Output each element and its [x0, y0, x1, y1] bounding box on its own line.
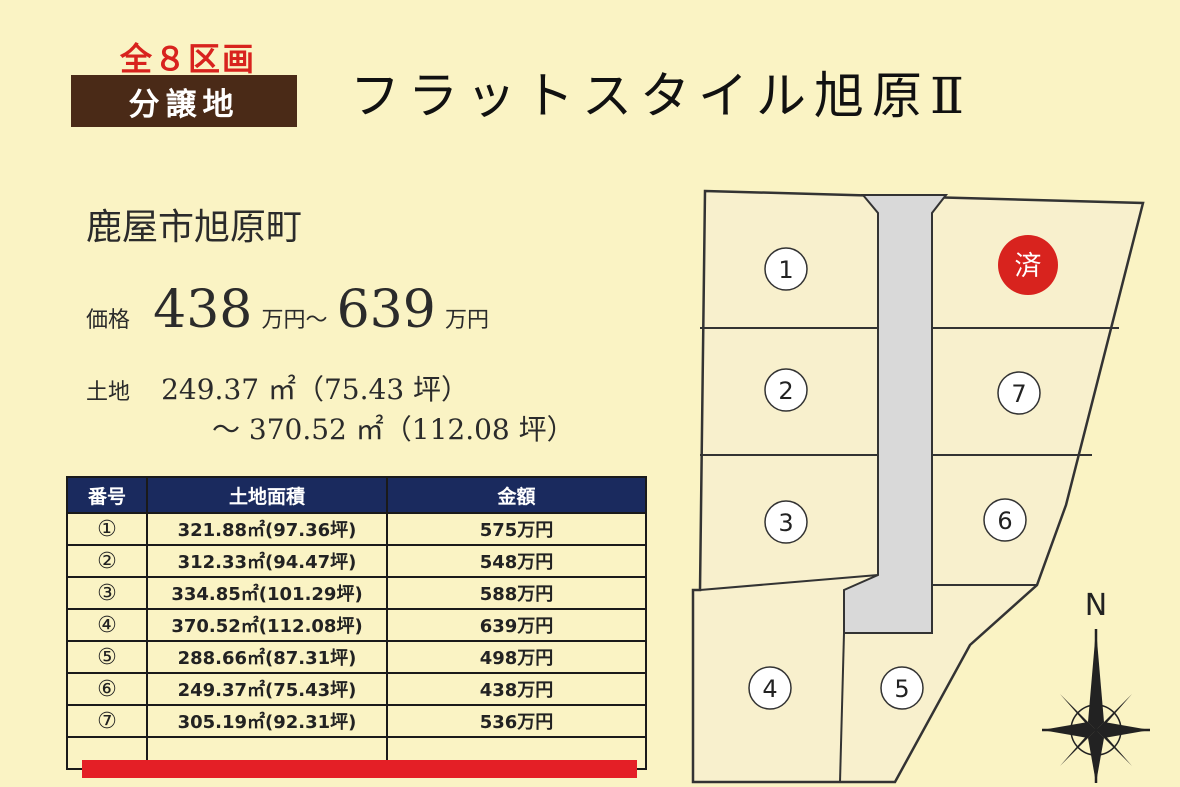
table-row: ⑥ 249.37㎡(75.43坪) 438万円 — [66, 672, 647, 706]
lot-label: 7 — [1011, 380, 1026, 408]
lot-price: 548万円 — [386, 544, 647, 578]
lot-label: 5 — [894, 675, 909, 703]
badge-total-lots: 全８区画 — [119, 40, 256, 78]
price-label: 価格 — [86, 308, 131, 333]
lot-price: 639万円 — [386, 608, 647, 642]
lot-number: ⑦ — [66, 704, 148, 738]
land-area-min: 土地 249.37 ㎡（75.43 坪） — [86, 368, 469, 408]
north-compass-icon: N — [1042, 588, 1150, 783]
sold-strikethrough — [82, 760, 637, 778]
lot-price: 498万円 — [386, 640, 647, 674]
page-title: フラットスタイル旭原Ⅱ — [350, 67, 972, 125]
land-area-min-value: 249.37 ㎡（75.43 坪） — [161, 373, 470, 406]
lot-number: ③ — [66, 576, 148, 610]
lot-number: ⑥ — [66, 672, 148, 706]
north-label: N — [1085, 588, 1107, 623]
lot-map: 1 2 3 4 5 6 7 済 — [691, 189, 1145, 784]
lot-marker: 1 — [764, 247, 808, 291]
lot-price: 536万円 — [386, 704, 647, 738]
table-row: ⑦ 305.19㎡(92.31坪) 536万円 — [66, 704, 647, 738]
header-number: 番号 — [66, 476, 148, 514]
lot-label: 6 — [997, 507, 1012, 535]
lot-price: 588万円 — [386, 576, 647, 610]
price-unit-from: 万円～ — [261, 308, 328, 333]
land-label: 土地 — [86, 380, 131, 405]
lot-marker: 7 — [997, 371, 1041, 415]
price-range: 価格 438 万円～ 639 万円 — [86, 280, 493, 340]
badge-subdivision: 分譲地 — [71, 75, 297, 127]
lot-area: 305.19㎡(92.31坪) — [146, 704, 388, 738]
land-area-max-value: ～ 370.52 ㎡（112.08 坪） — [212, 413, 575, 446]
table-header-row: 番号 土地面積 金額 — [66, 476, 647, 514]
lot-marker: 5 — [880, 666, 924, 710]
table-row: ④ 370.52㎡(112.08坪) 639万円 — [66, 608, 647, 642]
lot-dividers — [699, 327, 1119, 783]
table-row: ① 321.88㎡(97.36坪) 575万円 — [66, 512, 647, 546]
lot-price: 438万円 — [386, 672, 647, 706]
table-row: ② 312.33㎡(94.47坪) 548万円 — [66, 544, 647, 578]
lot-label: 4 — [762, 675, 777, 703]
lot-number: ④ — [66, 608, 148, 642]
price-unit-to: 万円 — [444, 308, 489, 333]
header-land-area: 土地面積 — [146, 476, 388, 514]
lot-number: ⑤ — [66, 640, 148, 674]
lot-area: 312.33㎡(94.47坪) — [146, 544, 388, 578]
lot-marker: 2 — [764, 368, 808, 412]
lot-label: 1 — [778, 256, 793, 284]
lot-area: 321.88㎡(97.36坪) — [146, 512, 388, 546]
lot-marker: 6 — [983, 498, 1027, 542]
header-price: 金額 — [386, 476, 647, 514]
lot-number: ① — [66, 512, 148, 546]
table-row: ③ 334.85㎡(101.29坪) 588万円 — [66, 576, 647, 610]
lot-area: 370.52㎡(112.08坪) — [146, 608, 388, 642]
lot-area: 288.66㎡(87.31坪) — [146, 640, 388, 674]
lots-table: 番号 土地面積 金額 ① 321.88㎡(97.36坪) 575万円 ② 312… — [66, 476, 647, 770]
price-max: 639 — [336, 280, 436, 340]
lot-marker: 4 — [748, 666, 792, 710]
lot-area: 334.85㎡(101.29坪) — [146, 576, 388, 610]
lot-label: 2 — [778, 377, 793, 405]
land-area-max: ～ 370.52 ㎡（112.08 坪） — [212, 408, 575, 448]
table-row: ⑤ 288.66㎡(87.31坪) 498万円 — [66, 640, 647, 674]
lot-label: 3 — [778, 509, 793, 537]
sold-label: 済 — [1015, 251, 1042, 282]
lot-marker: 3 — [764, 500, 808, 544]
lot-area: 249.37㎡(75.43坪) — [146, 672, 388, 706]
address: 鹿屋市旭原町 — [86, 207, 303, 248]
lot-number: ② — [66, 544, 148, 578]
sold-marker: 済 — [998, 235, 1058, 295]
price-min: 438 — [153, 280, 253, 340]
lot-price: 575万円 — [386, 512, 647, 546]
